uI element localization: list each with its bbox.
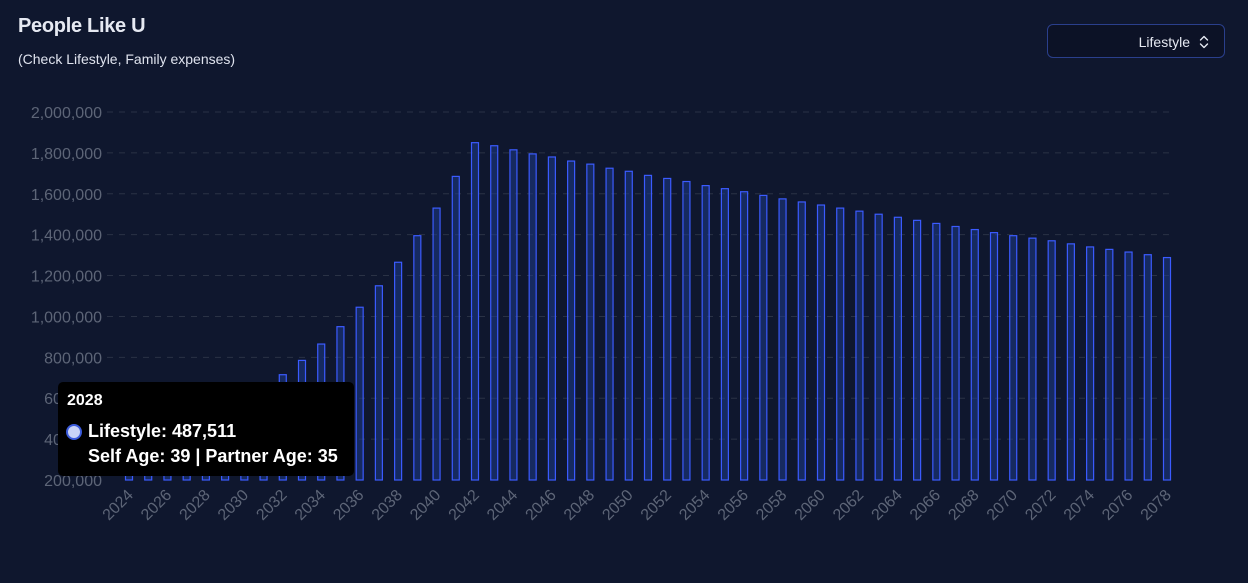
x-tick-label: 2050 — [599, 487, 636, 524]
bar[interactable] — [432, 207, 441, 481]
bar[interactable] — [855, 210, 864, 481]
x-tick-label: 2066 — [907, 487, 944, 524]
x-tick-label: 2052 — [638, 487, 675, 524]
category-select-value: Lifestyle — [1138, 34, 1190, 50]
tooltip-ages: Self Age: 39 | Partner Age: 35 — [88, 446, 338, 466]
bar[interactable] — [701, 185, 710, 481]
bar[interactable] — [470, 142, 480, 481]
bar[interactable] — [567, 160, 576, 481]
bar[interactable] — [451, 175, 460, 481]
x-tick-label: 2038 — [369, 487, 406, 524]
x-tick-label: 2032 — [253, 487, 290, 524]
bar[interactable] — [490, 145, 499, 481]
y-tick-label: 1,200,000 — [31, 269, 102, 286]
bar[interactable] — [624, 170, 633, 481]
x-tick-label: 2064 — [869, 487, 906, 524]
x-tick-label: 2048 — [561, 487, 598, 524]
bar[interactable] — [1143, 254, 1152, 481]
x-tick-label: 2040 — [407, 487, 444, 524]
x-tick-label: 2036 — [330, 487, 367, 524]
bar[interactable] — [759, 194, 768, 481]
x-tick-label: 2062 — [830, 487, 867, 524]
bar[interactable] — [893, 216, 902, 481]
bar[interactable] — [586, 163, 595, 481]
x-tick-label: 2072 — [1022, 487, 1059, 524]
bar[interactable] — [413, 235, 422, 481]
bar[interactable] — [989, 232, 999, 481]
y-tick-label: 1,800,000 — [31, 146, 102, 163]
x-tick-label: 2076 — [1099, 487, 1136, 524]
bar[interactable] — [932, 222, 941, 481]
bar[interactable] — [605, 167, 614, 481]
bar[interactable] — [951, 225, 960, 481]
bar[interactable] — [509, 149, 518, 481]
bar[interactable] — [1066, 243, 1075, 481]
x-tick-label: 2044 — [484, 487, 521, 524]
x-tick-label: 2030 — [215, 487, 252, 524]
bar[interactable] — [394, 261, 403, 481]
x-axis-ticks: 2024 2026 2028 2030 2032 2034 2036 2038 2040 2042… — [100, 487, 1175, 524]
y-tick-label: 800,000 — [44, 350, 102, 367]
chart-tooltip: 2028 Lifestyle: 487,511 Self Age: 39 | P… — [58, 382, 354, 476]
tooltip-series-swatch — [66, 424, 82, 440]
bar[interactable] — [374, 285, 383, 481]
bar[interactable] — [1047, 240, 1056, 481]
x-tick-label: 2026 — [138, 487, 175, 524]
bar[interactable] — [663, 177, 672, 481]
bar[interactable] — [1105, 248, 1114, 481]
bar[interactable] — [528, 153, 537, 481]
y-tick-label: 1,000,000 — [31, 309, 102, 326]
bar[interactable] — [643, 174, 653, 481]
bar[interactable] — [913, 219, 922, 481]
x-tick-label: 2078 — [1138, 487, 1175, 524]
chart-title: People Like U — [18, 15, 146, 37]
x-tick-label: 2068 — [945, 487, 982, 524]
bar[interactable] — [816, 204, 826, 481]
bar[interactable] — [1124, 251, 1133, 481]
bar[interactable] — [355, 306, 364, 481]
x-tick-label: 2074 — [1061, 487, 1098, 524]
chevron-up-down-icon — [1199, 35, 1209, 49]
x-tick-label: 2070 — [984, 487, 1021, 524]
y-tick-label: 1,600,000 — [31, 187, 102, 204]
x-tick-label: 2042 — [446, 487, 483, 524]
category-select[interactable]: Lifestyle — [1047, 24, 1225, 58]
bar[interactable] — [836, 207, 845, 481]
bar[interactable] — [778, 198, 787, 481]
y-tick-label: 1,400,000 — [31, 228, 102, 245]
x-tick-label: 2054 — [676, 487, 713, 524]
bar[interactable] — [682, 180, 691, 481]
bars — [124, 142, 1172, 481]
x-tick-label: 2046 — [523, 487, 560, 524]
x-tick-label: 2058 — [753, 487, 790, 524]
bar[interactable] — [970, 228, 979, 481]
bar[interactable] — [874, 213, 883, 481]
bar[interactable] — [797, 201, 806, 481]
y-tick-label: 2,000,000 — [31, 105, 102, 122]
x-tick-label: 2060 — [792, 487, 829, 524]
bar[interactable] — [1009, 235, 1018, 481]
tooltip-year: 2028 — [67, 392, 103, 409]
bar[interactable] — [1162, 256, 1172, 481]
bar[interactable] — [547, 156, 556, 481]
chart-subtitle: (Check Lifestyle, Family expenses) — [18, 51, 236, 67]
bar[interactable] — [720, 188, 729, 481]
y-tick-label: 200,000 — [44, 473, 102, 490]
tooltip-value: Lifestyle: 487,511 — [88, 421, 237, 441]
bar[interactable] — [1028, 237, 1037, 481]
x-tick-label: 2028 — [177, 487, 214, 524]
x-tick-label: 2034 — [292, 487, 329, 524]
bar[interactable] — [1086, 246, 1095, 481]
x-tick-label: 2024 — [100, 487, 137, 524]
x-tick-label: 2056 — [715, 487, 752, 524]
bar[interactable] — [740, 191, 749, 481]
